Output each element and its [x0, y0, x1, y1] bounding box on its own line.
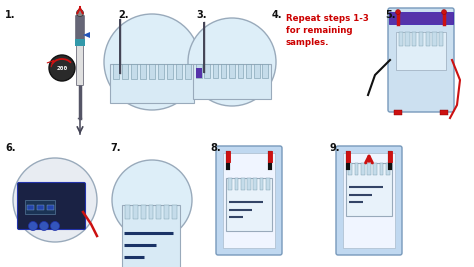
FancyBboxPatch shape: [76, 15, 84, 43]
Text: 7.: 7.: [110, 143, 120, 153]
FancyBboxPatch shape: [343, 153, 395, 248]
Text: 6.: 6.: [5, 143, 16, 153]
FancyBboxPatch shape: [229, 64, 235, 78]
FancyBboxPatch shape: [204, 64, 210, 78]
FancyBboxPatch shape: [412, 32, 416, 46]
FancyBboxPatch shape: [131, 64, 137, 79]
FancyBboxPatch shape: [405, 32, 410, 46]
Text: 5.: 5.: [385, 10, 395, 20]
FancyBboxPatch shape: [439, 32, 443, 46]
FancyBboxPatch shape: [176, 64, 182, 79]
FancyBboxPatch shape: [37, 205, 44, 210]
FancyBboxPatch shape: [266, 178, 270, 190]
Text: 200: 200: [56, 65, 68, 70]
Circle shape: [76, 10, 83, 17]
Text: 8.: 8.: [210, 143, 220, 153]
FancyBboxPatch shape: [110, 64, 194, 103]
FancyBboxPatch shape: [149, 64, 155, 79]
FancyBboxPatch shape: [260, 178, 264, 190]
FancyBboxPatch shape: [336, 146, 402, 255]
FancyBboxPatch shape: [355, 163, 358, 175]
FancyBboxPatch shape: [27, 205, 34, 210]
FancyBboxPatch shape: [346, 163, 392, 215]
FancyBboxPatch shape: [167, 64, 173, 79]
FancyBboxPatch shape: [394, 110, 402, 115]
FancyBboxPatch shape: [141, 205, 146, 219]
FancyBboxPatch shape: [226, 178, 272, 230]
FancyBboxPatch shape: [47, 205, 54, 210]
Circle shape: [39, 222, 48, 230]
Text: Repeat steps 1-3: Repeat steps 1-3: [286, 14, 369, 23]
Circle shape: [395, 10, 401, 14]
FancyBboxPatch shape: [432, 32, 437, 46]
FancyBboxPatch shape: [263, 64, 268, 78]
Text: for remaining: for remaining: [286, 26, 353, 35]
FancyBboxPatch shape: [216, 146, 282, 255]
Text: samples.: samples.: [286, 38, 329, 47]
FancyBboxPatch shape: [122, 205, 180, 267]
FancyBboxPatch shape: [113, 64, 119, 79]
Circle shape: [441, 10, 447, 14]
Circle shape: [51, 222, 60, 230]
FancyBboxPatch shape: [380, 163, 383, 175]
Text: 9.: 9.: [330, 143, 340, 153]
FancyBboxPatch shape: [399, 32, 403, 46]
FancyBboxPatch shape: [386, 163, 390, 175]
FancyBboxPatch shape: [237, 64, 243, 78]
FancyBboxPatch shape: [185, 64, 191, 79]
FancyBboxPatch shape: [367, 163, 371, 175]
FancyBboxPatch shape: [133, 205, 138, 219]
Text: 2.: 2.: [118, 10, 128, 20]
Circle shape: [13, 158, 97, 242]
FancyBboxPatch shape: [246, 64, 251, 78]
FancyBboxPatch shape: [25, 200, 55, 214]
FancyBboxPatch shape: [228, 178, 232, 190]
FancyBboxPatch shape: [426, 32, 430, 46]
FancyBboxPatch shape: [75, 39, 85, 46]
FancyBboxPatch shape: [213, 64, 218, 78]
FancyBboxPatch shape: [148, 205, 154, 219]
Circle shape: [104, 14, 200, 110]
FancyBboxPatch shape: [388, 8, 454, 112]
FancyBboxPatch shape: [193, 64, 271, 99]
FancyBboxPatch shape: [172, 205, 177, 219]
Text: 4.: 4.: [272, 10, 283, 20]
FancyBboxPatch shape: [18, 183, 85, 230]
Text: 1.: 1.: [5, 10, 16, 20]
FancyBboxPatch shape: [361, 163, 365, 175]
Polygon shape: [83, 32, 90, 38]
FancyBboxPatch shape: [196, 64, 201, 78]
FancyBboxPatch shape: [348, 163, 352, 175]
FancyBboxPatch shape: [247, 178, 251, 190]
FancyBboxPatch shape: [374, 163, 377, 175]
FancyBboxPatch shape: [223, 153, 275, 248]
FancyBboxPatch shape: [253, 178, 257, 190]
Circle shape: [49, 55, 75, 81]
FancyBboxPatch shape: [419, 32, 423, 46]
FancyBboxPatch shape: [235, 178, 238, 190]
FancyBboxPatch shape: [164, 205, 169, 219]
Circle shape: [188, 18, 276, 106]
FancyBboxPatch shape: [389, 12, 453, 24]
FancyBboxPatch shape: [140, 64, 146, 79]
FancyBboxPatch shape: [440, 110, 448, 115]
FancyBboxPatch shape: [241, 178, 245, 190]
FancyBboxPatch shape: [221, 64, 227, 78]
FancyBboxPatch shape: [122, 64, 128, 79]
FancyBboxPatch shape: [156, 205, 161, 219]
Text: 3.: 3.: [196, 10, 207, 20]
FancyBboxPatch shape: [196, 68, 201, 78]
Circle shape: [28, 222, 37, 230]
FancyBboxPatch shape: [396, 32, 446, 70]
FancyBboxPatch shape: [125, 205, 130, 219]
FancyBboxPatch shape: [76, 45, 83, 85]
FancyBboxPatch shape: [254, 64, 260, 78]
FancyBboxPatch shape: [158, 64, 164, 79]
Circle shape: [112, 160, 192, 240]
